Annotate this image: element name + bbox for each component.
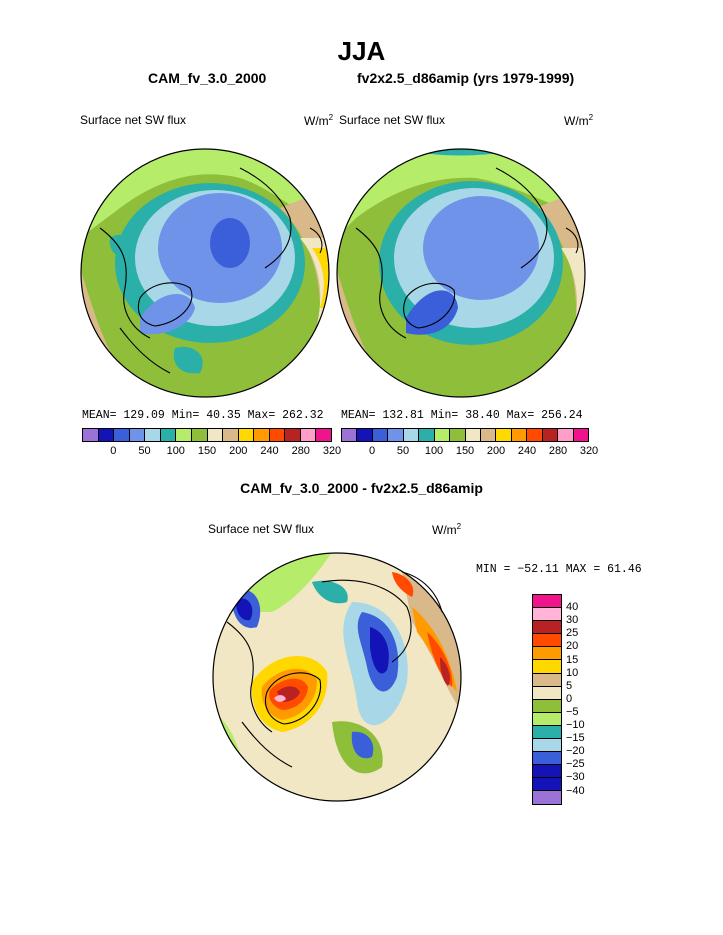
colorbar-label: 0: [110, 445, 117, 457]
colorbar-swatch: [238, 429, 255, 441]
left-polar-map: [80, 148, 330, 398]
colorbar-label: 100: [424, 445, 444, 457]
colorbar-swatch: [285, 429, 301, 441]
diff-field-label: Surface net SW flux: [208, 522, 315, 536]
left-colorbar: [82, 428, 332, 442]
colorbar-swatch: [480, 429, 497, 441]
colorbar-swatch: [357, 429, 373, 441]
colorbar-label: 15: [566, 653, 579, 666]
colorbar-label: 20: [566, 640, 579, 653]
diff-stats: MIN = −52.11 MAX = 61.46: [476, 563, 642, 576]
colorbar-swatch: [254, 429, 270, 441]
colorbar-label: 30: [566, 614, 579, 627]
colorbar-label: 10: [566, 666, 579, 679]
right-stats: MEAN= 132.81 Min= 38.40 Max= 256.24: [341, 409, 583, 422]
colorbar-label: 240: [517, 445, 537, 457]
colorbar-swatch: [300, 429, 317, 441]
colorbar-swatch: [527, 429, 543, 441]
colorbar-label: 40: [566, 601, 579, 614]
colorbar-swatch: [533, 712, 561, 726]
colorbar-swatch: [98, 429, 115, 441]
colorbar-swatch: [342, 429, 358, 441]
colorbar-label: 5: [566, 679, 573, 692]
colorbar-label: 240: [260, 445, 279, 457]
colorbar-label: −10: [566, 719, 585, 731]
colorbar-swatch: [533, 634, 561, 648]
colorbar-label: 200: [229, 445, 248, 457]
right-colorbar: [341, 428, 589, 442]
colorbar-label: 0: [566, 692, 573, 705]
colorbar-swatch: [145, 429, 161, 441]
colorbar-label: 320: [579, 445, 599, 457]
left-stats: MEAN= 129.09 Min= 40.35 Max= 262.32: [82, 409, 324, 422]
colorbar-swatch: [533, 595, 561, 609]
colorbar-label: −25: [566, 758, 585, 771]
page-title: JJA: [337, 36, 386, 66]
colorbar-label: 50: [138, 445, 151, 457]
colorbar-swatch: [533, 778, 561, 792]
colorbar-label: 0: [368, 445, 376, 457]
colorbar-swatch: [465, 429, 481, 441]
right-units: W/m2: [564, 113, 594, 128]
colorbar-label: −40: [566, 784, 585, 797]
colorbar-swatch: [533, 621, 561, 635]
colorbar-swatch: [372, 429, 389, 441]
colorbar-swatch: [114, 429, 130, 441]
colorbar-swatch: [511, 429, 528, 441]
colorbar-swatch: [207, 429, 224, 441]
colorbar-swatch: [269, 429, 286, 441]
colorbar-swatch: [533, 699, 561, 713]
colorbar-swatch: [83, 429, 99, 441]
diff-title: CAM_fv_3.0_2000 - fv2x2.5_d86amip: [240, 480, 483, 496]
colorbar-swatch: [316, 429, 331, 441]
colorbar-swatch: [160, 429, 177, 441]
right-field-label: Surface net SW flux: [339, 113, 446, 127]
diff-units: W/m2: [432, 522, 462, 537]
run-b-label: fv2x2.5_d86amip (yrs 1979-1999): [357, 70, 575, 86]
colorbar-swatch: [388, 429, 404, 441]
colorbar-label: 150: [455, 445, 475, 457]
colorbar-swatch: [573, 429, 588, 441]
difference-polar-map: [212, 552, 462, 802]
colorbar-swatch: [533, 739, 561, 753]
diff-colorbar: [532, 594, 562, 805]
colorbar-swatch: [176, 429, 192, 441]
colorbar-swatch: [403, 429, 420, 441]
colorbar-swatch: [533, 647, 561, 661]
colorbar-swatch: [533, 725, 561, 740]
colorbar-swatch: [533, 686, 561, 700]
colorbar-swatch: [533, 765, 561, 779]
colorbar-swatch: [533, 660, 561, 674]
colorbar-swatch: [434, 429, 451, 441]
colorbar-label: −5: [566, 705, 579, 718]
colorbar-swatch: [450, 429, 466, 441]
colorbar-swatch: [496, 429, 512, 441]
colorbar-label: 320: [322, 445, 342, 457]
colorbar-label: 50: [396, 445, 410, 457]
colorbar-label: 100: [166, 445, 185, 457]
colorbar-swatch: [533, 791, 561, 804]
colorbar-swatch: [533, 673, 561, 687]
colorbar-label: 200: [486, 445, 506, 457]
colorbar-swatch: [223, 429, 239, 441]
colorbar-label: 280: [291, 445, 310, 457]
colorbar-label: 150: [197, 445, 217, 457]
colorbar-label: 25: [566, 627, 579, 640]
right-polar-map: [336, 148, 586, 398]
colorbar-swatch: [542, 429, 559, 441]
colorbar-swatch: [533, 752, 561, 766]
colorbar-label: 280: [548, 445, 568, 457]
run-a-label: CAM_fv_3.0_2000: [148, 70, 267, 86]
colorbar-swatch: [558, 429, 574, 441]
colorbar-label: −15: [566, 732, 585, 745]
colorbar-label: −30: [566, 771, 585, 784]
colorbar-swatch: [533, 608, 561, 622]
left-field-label: Surface net SW flux: [80, 113, 187, 127]
left-units: W/m2: [304, 113, 334, 128]
colorbar-swatch: [419, 429, 435, 441]
colorbar-label: −20: [566, 745, 585, 758]
colorbar-swatch: [191, 429, 208, 441]
colorbar-swatch: [129, 429, 146, 441]
